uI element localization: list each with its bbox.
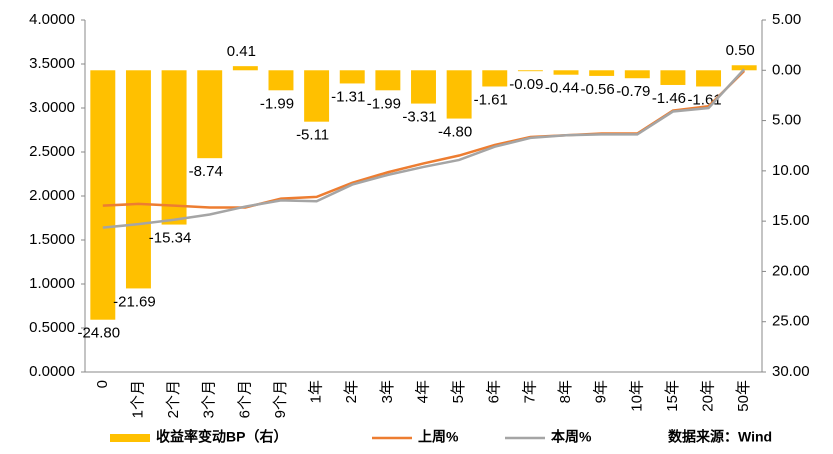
bar [268, 70, 294, 91]
x-tick-label: 1个月 [129, 380, 146, 418]
bar-value-label: -1.61 [474, 91, 508, 108]
y-tick-label: 0.0000 [29, 363, 75, 380]
bar-value-label: -3.31 [402, 109, 436, 126]
bar-value-label: -24.80 [78, 325, 121, 342]
bar-value-label: 0.50 [726, 42, 755, 59]
bar [90, 70, 116, 320]
line [102, 68, 746, 229]
bar [161, 70, 187, 225]
x-tick-label: 2年 [343, 380, 360, 403]
y2-tick-label: 0.00 [772, 61, 801, 78]
bar-value-label: -8.74 [189, 163, 223, 180]
y2-tick-label: 15.00 [772, 212, 810, 229]
x-tick-label: 7年 [521, 380, 538, 403]
y2-tick-label: 20.00 [772, 262, 810, 279]
bar [517, 70, 543, 72]
x-tick-label: 4年 [414, 380, 431, 403]
bar [197, 70, 223, 159]
legend-label: 本周% [551, 429, 592, 445]
bar [411, 70, 436, 104]
bar [553, 70, 579, 75]
y-tick-label: 4.0000 [29, 11, 75, 28]
bar [589, 70, 615, 76]
x-tick-label: 2个月 [165, 380, 182, 418]
bar-value-label: -5.11 [296, 127, 329, 144]
legend-label: 收益率变动BP（右） [156, 429, 287, 445]
x-tick-label: 3个月 [201, 380, 218, 418]
bar-value-label: -4.80 [438, 124, 472, 141]
y-tick-label: 0.5000 [29, 319, 75, 336]
bar-value-label: -15.34 [149, 230, 192, 247]
y-tick-label: 1.0000 [29, 275, 75, 292]
bar [696, 70, 722, 87]
bar-value-label: -1.99 [260, 95, 294, 112]
bar [232, 66, 258, 71]
bar-value-label: -21.69 [113, 293, 156, 310]
x-tick-label: 9年 [593, 380, 610, 403]
bar [660, 70, 686, 85]
y2-tick-label: 30.00 [772, 363, 810, 380]
bar [375, 70, 401, 91]
y-tick-label: 3.5000 [29, 55, 75, 72]
x-tick-label: 6个月 [236, 380, 253, 418]
x-tick-label: 3年 [379, 380, 396, 403]
source-note: 数据来源：Wind [668, 429, 772, 445]
bar-value-label: -0.79 [616, 83, 650, 100]
x-tick-label: 0 [94, 380, 111, 388]
bar [125, 70, 151, 289]
y2-tick-label: 5.00 [772, 112, 801, 129]
y-tick-label: 1.5000 [29, 231, 75, 248]
y-tick-label: 2.0000 [29, 187, 75, 204]
y-tick-label: 3.0000 [29, 99, 75, 116]
x-tick-label: 15年 [664, 380, 681, 412]
bar-value-label: -1.46 [652, 90, 686, 107]
bar-value-label: -0.56 [581, 81, 615, 98]
y2-tick-label: 25.00 [772, 313, 810, 330]
x-tick-label: 5年 [450, 380, 467, 403]
y2-tick-label: 10.00 [772, 162, 810, 179]
x-tick-label: 50年 [735, 380, 752, 412]
bar-value-label: 0.41 [227, 43, 256, 60]
legend-swatch [110, 434, 150, 442]
y-tick-label: 2.5000 [29, 143, 75, 160]
bar [304, 70, 330, 122]
legend-label: 上周% [418, 429, 459, 445]
x-tick-label: 20年 [700, 380, 717, 412]
bar-value-label: -0.09 [509, 76, 543, 93]
x-tick-label: 6年 [486, 380, 503, 403]
y2-tick-label: 5.00 [772, 11, 801, 28]
bar-value-label: -1.99 [367, 95, 401, 112]
x-tick-label: 10年 [628, 380, 645, 412]
bar [339, 70, 365, 84]
bar-value-label: -1.31 [331, 88, 365, 105]
x-tick-label: 8年 [557, 380, 574, 403]
bar-value-label: -0.44 [545, 80, 579, 97]
bar [624, 70, 650, 79]
bar [446, 70, 472, 119]
bar [482, 70, 508, 87]
x-tick-label: 9个月 [272, 380, 289, 418]
bar [731, 65, 757, 71]
x-tick-label: 1年 [308, 380, 325, 403]
